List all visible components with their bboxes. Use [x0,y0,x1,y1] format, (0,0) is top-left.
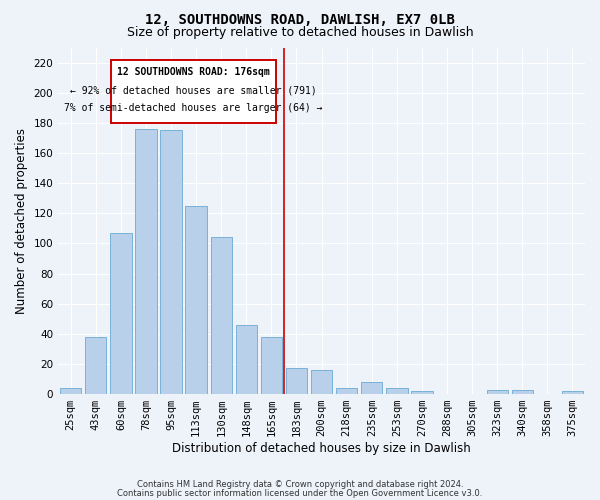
Text: 12, SOUTHDOWNS ROAD, DAWLISH, EX7 0LB: 12, SOUTHDOWNS ROAD, DAWLISH, EX7 0LB [145,12,455,26]
Bar [286,368,307,394]
Bar [261,337,282,394]
Bar [60,388,82,394]
Bar [236,325,257,394]
Bar [411,391,433,394]
Bar [512,390,533,394]
Bar [487,390,508,394]
Y-axis label: Number of detached properties: Number of detached properties [15,128,28,314]
Text: 12 SOUTHDOWNS ROAD: 176sqm: 12 SOUTHDOWNS ROAD: 176sqm [117,67,270,77]
Text: Contains public sector information licensed under the Open Government Licence v3: Contains public sector information licen… [118,488,482,498]
Text: 7% of semi-detached houses are larger (64) →: 7% of semi-detached houses are larger (6… [64,104,323,114]
Bar [185,206,207,394]
Bar [562,391,583,394]
Text: Size of property relative to detached houses in Dawlish: Size of property relative to detached ho… [127,26,473,39]
Bar [336,388,358,394]
Text: Contains HM Land Registry data © Crown copyright and database right 2024.: Contains HM Land Registry data © Crown c… [137,480,463,489]
Bar [386,388,407,394]
Bar [361,382,382,394]
Bar [160,130,182,394]
Bar [85,337,106,394]
Bar [311,370,332,394]
Text: ← 92% of detached houses are smaller (791): ← 92% of detached houses are smaller (79… [70,85,317,95]
Bar [110,233,131,394]
Bar [211,238,232,394]
X-axis label: Distribution of detached houses by size in Dawlish: Distribution of detached houses by size … [172,442,471,455]
FancyBboxPatch shape [111,60,277,123]
Bar [136,129,157,394]
